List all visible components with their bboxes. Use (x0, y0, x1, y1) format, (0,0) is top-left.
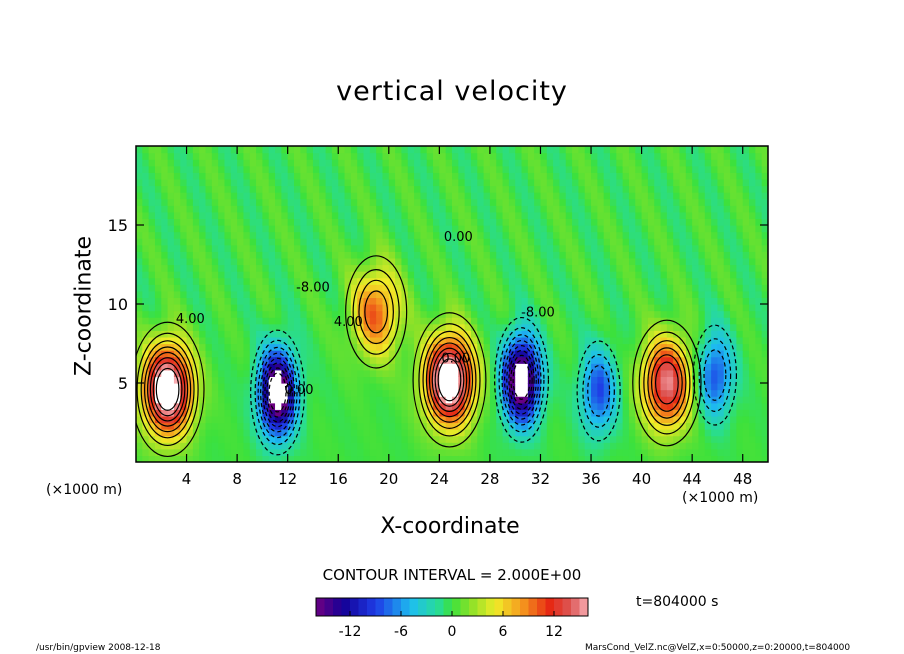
x-tick-label: 20 (379, 470, 398, 488)
contour-label: 0.00 (441, 351, 470, 366)
contour-interval-label: CONTOUR INTERVAL = 2.000E+00 (322, 566, 582, 584)
x-unit-label-right: (×1000 m) (682, 490, 759, 506)
chart-title: vertical velocity (336, 76, 568, 107)
contour-label: 4.00 (176, 312, 205, 327)
x-tick-label: 40 (632, 470, 651, 488)
x-tick-label: 4 (182, 470, 192, 488)
x-tick-label: 8 (232, 470, 242, 488)
x-tick-label: 32 (531, 470, 550, 488)
x-axis-label: X-coordinate (380, 514, 520, 539)
colorbar-tick-label: -6 (394, 624, 408, 640)
y-tick-label: 15 (108, 216, 128, 235)
colorbar-tick-label: 0 (448, 624, 457, 640)
x-tick-label: 24 (430, 470, 449, 488)
colorbar-tick-label: 12 (545, 624, 563, 640)
contour-label: -8.00 (521, 306, 555, 321)
x-tick-label: 44 (683, 470, 702, 488)
y-tick-label: 10 (108, 295, 128, 314)
contour-label: 0.00 (444, 230, 473, 245)
x-tick-label: 48 (733, 470, 752, 488)
time-label: t=804000 s (636, 594, 719, 610)
footer-left: /usr/bin/gpview 2008-12-18 (36, 643, 161, 653)
footer-right: MarsCond_VelZ.nc@VelZ,x=0:50000,z=0:2000… (585, 643, 851, 653)
x-tick-label: 36 (581, 470, 600, 488)
x-tick-label: 12 (278, 470, 297, 488)
colorbar-tick-label: 6 (499, 624, 508, 640)
x-tick-label: 16 (329, 470, 348, 488)
x-tick-label: 28 (480, 470, 499, 488)
contour-label: 0.00 (285, 383, 314, 398)
colorbar-tick-label: -12 (339, 624, 362, 640)
heatmap-cells (136, 146, 768, 462)
contour-lines (136, 255, 738, 457)
x-unit-label-left: (×1000 m) (46, 482, 123, 498)
contour-label: -8.00 (296, 280, 330, 295)
y-tick-label: 5 (118, 374, 128, 393)
colorbar (315, 597, 589, 617)
contour-label: 4.00 (334, 315, 363, 330)
